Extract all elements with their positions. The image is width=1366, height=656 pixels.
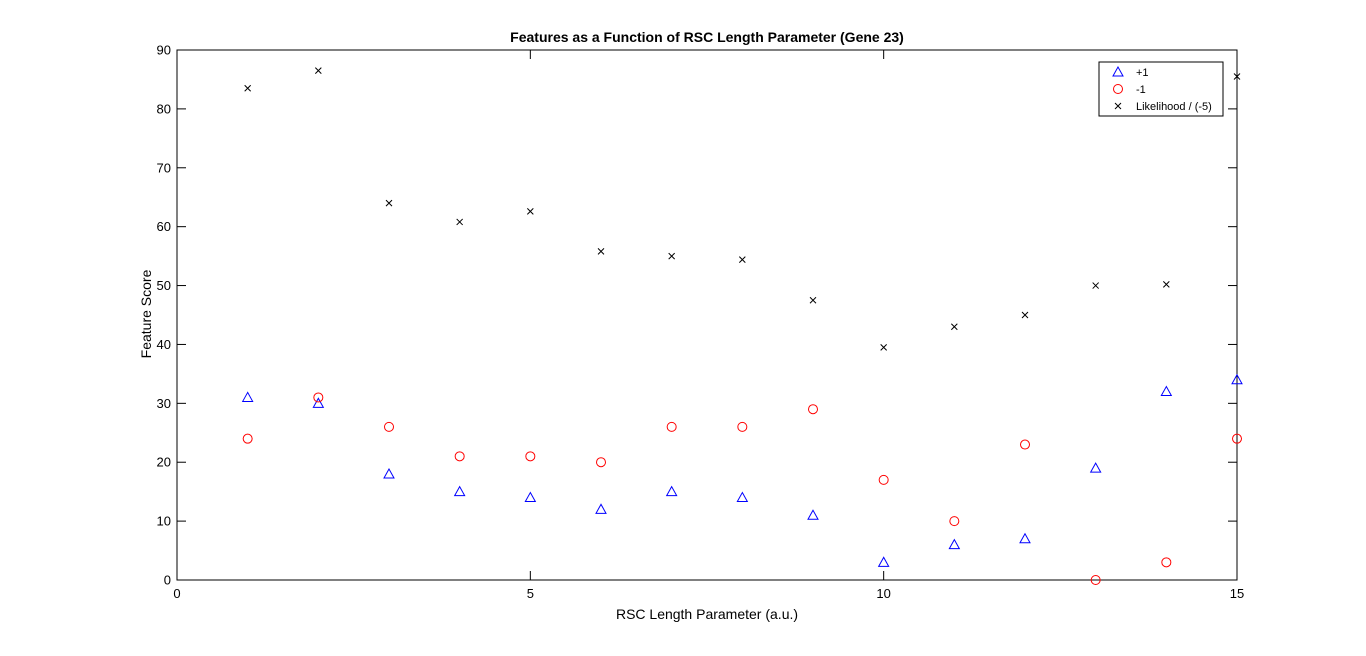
x-tick-label: 5 bbox=[527, 586, 534, 601]
y-tick-label: 20 bbox=[157, 455, 171, 470]
y-tick-label: 90 bbox=[157, 43, 171, 58]
data-point bbox=[736, 491, 749, 503]
data-point bbox=[524, 491, 537, 503]
data-point bbox=[526, 208, 534, 215]
data-point bbox=[809, 296, 817, 304]
data-point bbox=[597, 248, 605, 255]
data-point bbox=[807, 509, 819, 520]
y-tick-label: 10 bbox=[157, 514, 171, 529]
x-axis-label: RSC Length Parameter (a.u.) bbox=[616, 606, 798, 622]
data-point bbox=[1089, 462, 1102, 473]
legend-label: +1 bbox=[1136, 67, 1149, 79]
y-tick-label: 60 bbox=[157, 219, 171, 234]
data-point bbox=[668, 252, 676, 260]
y-tick-label: 80 bbox=[157, 101, 171, 116]
data-point bbox=[1233, 73, 1241, 80]
legend-label: -1 bbox=[1136, 84, 1146, 96]
y-tick-label: 70 bbox=[157, 160, 171, 175]
data-point bbox=[1092, 282, 1100, 289]
data-marks bbox=[241, 67, 1243, 585]
data-point bbox=[453, 485, 466, 497]
plot-area-box bbox=[176, 49, 1238, 581]
data-point bbox=[242, 433, 253, 444]
data-point bbox=[384, 421, 394, 432]
data-point bbox=[312, 397, 325, 408]
data-point bbox=[1160, 385, 1173, 397]
data-point bbox=[878, 474, 889, 485]
data-point bbox=[1020, 439, 1030, 450]
legend-label: Likelihood / (-5) bbox=[1136, 101, 1212, 113]
data-point bbox=[808, 404, 818, 415]
data-point bbox=[880, 344, 888, 351]
data-point bbox=[596, 457, 606, 468]
data-point bbox=[313, 392, 324, 403]
chart-title: Features as a Function of RSC Length Par… bbox=[510, 29, 904, 45]
data-point bbox=[244, 84, 252, 92]
y-tick-label: 50 bbox=[157, 278, 171, 293]
y-tick-label: 0 bbox=[164, 573, 171, 588]
data-point bbox=[950, 323, 958, 331]
data-point bbox=[1231, 373, 1243, 385]
data-point bbox=[877, 556, 890, 567]
series-3 bbox=[244, 67, 1241, 351]
legend: +1 -1 Likelihood / (-5) bbox=[1098, 61, 1224, 117]
data-point bbox=[456, 218, 464, 226]
x-tick-label: 0 bbox=[173, 586, 180, 601]
data-point bbox=[738, 256, 746, 263]
data-point bbox=[737, 421, 748, 432]
data-point bbox=[1161, 557, 1172, 568]
legend-marker bbox=[1113, 84, 1123, 94]
data-point bbox=[595, 503, 607, 514]
data-point bbox=[1090, 575, 1101, 585]
y-tick-label: 30 bbox=[157, 396, 171, 411]
data-point bbox=[949, 516, 960, 527]
y-tick-label: 40 bbox=[157, 337, 171, 352]
data-point bbox=[1019, 532, 1031, 544]
data-point bbox=[1232, 433, 1242, 444]
legend-marker bbox=[1112, 65, 1124, 77]
data-point bbox=[383, 467, 395, 479]
series-1 bbox=[241, 373, 1243, 567]
data-point bbox=[314, 67, 322, 74]
data-point bbox=[948, 538, 961, 550]
data-point bbox=[454, 451, 465, 462]
data-point bbox=[241, 391, 254, 402]
x-tick-label: 10 bbox=[876, 586, 890, 601]
data-point bbox=[385, 199, 393, 207]
legend-marker bbox=[1114, 102, 1122, 110]
series-2 bbox=[242, 392, 1242, 585]
data-point bbox=[525, 451, 536, 462]
data-point bbox=[1021, 311, 1029, 319]
y-axis-label: Feature Score bbox=[138, 269, 154, 358]
x-tick-label: 15 bbox=[1230, 586, 1244, 601]
data-point bbox=[1162, 281, 1170, 288]
data-point bbox=[665, 485, 678, 497]
axes: 0 5 10 15 0 10 20 30 40 50 60 70 80 90 bbox=[157, 43, 1245, 602]
data-point bbox=[666, 421, 677, 432]
